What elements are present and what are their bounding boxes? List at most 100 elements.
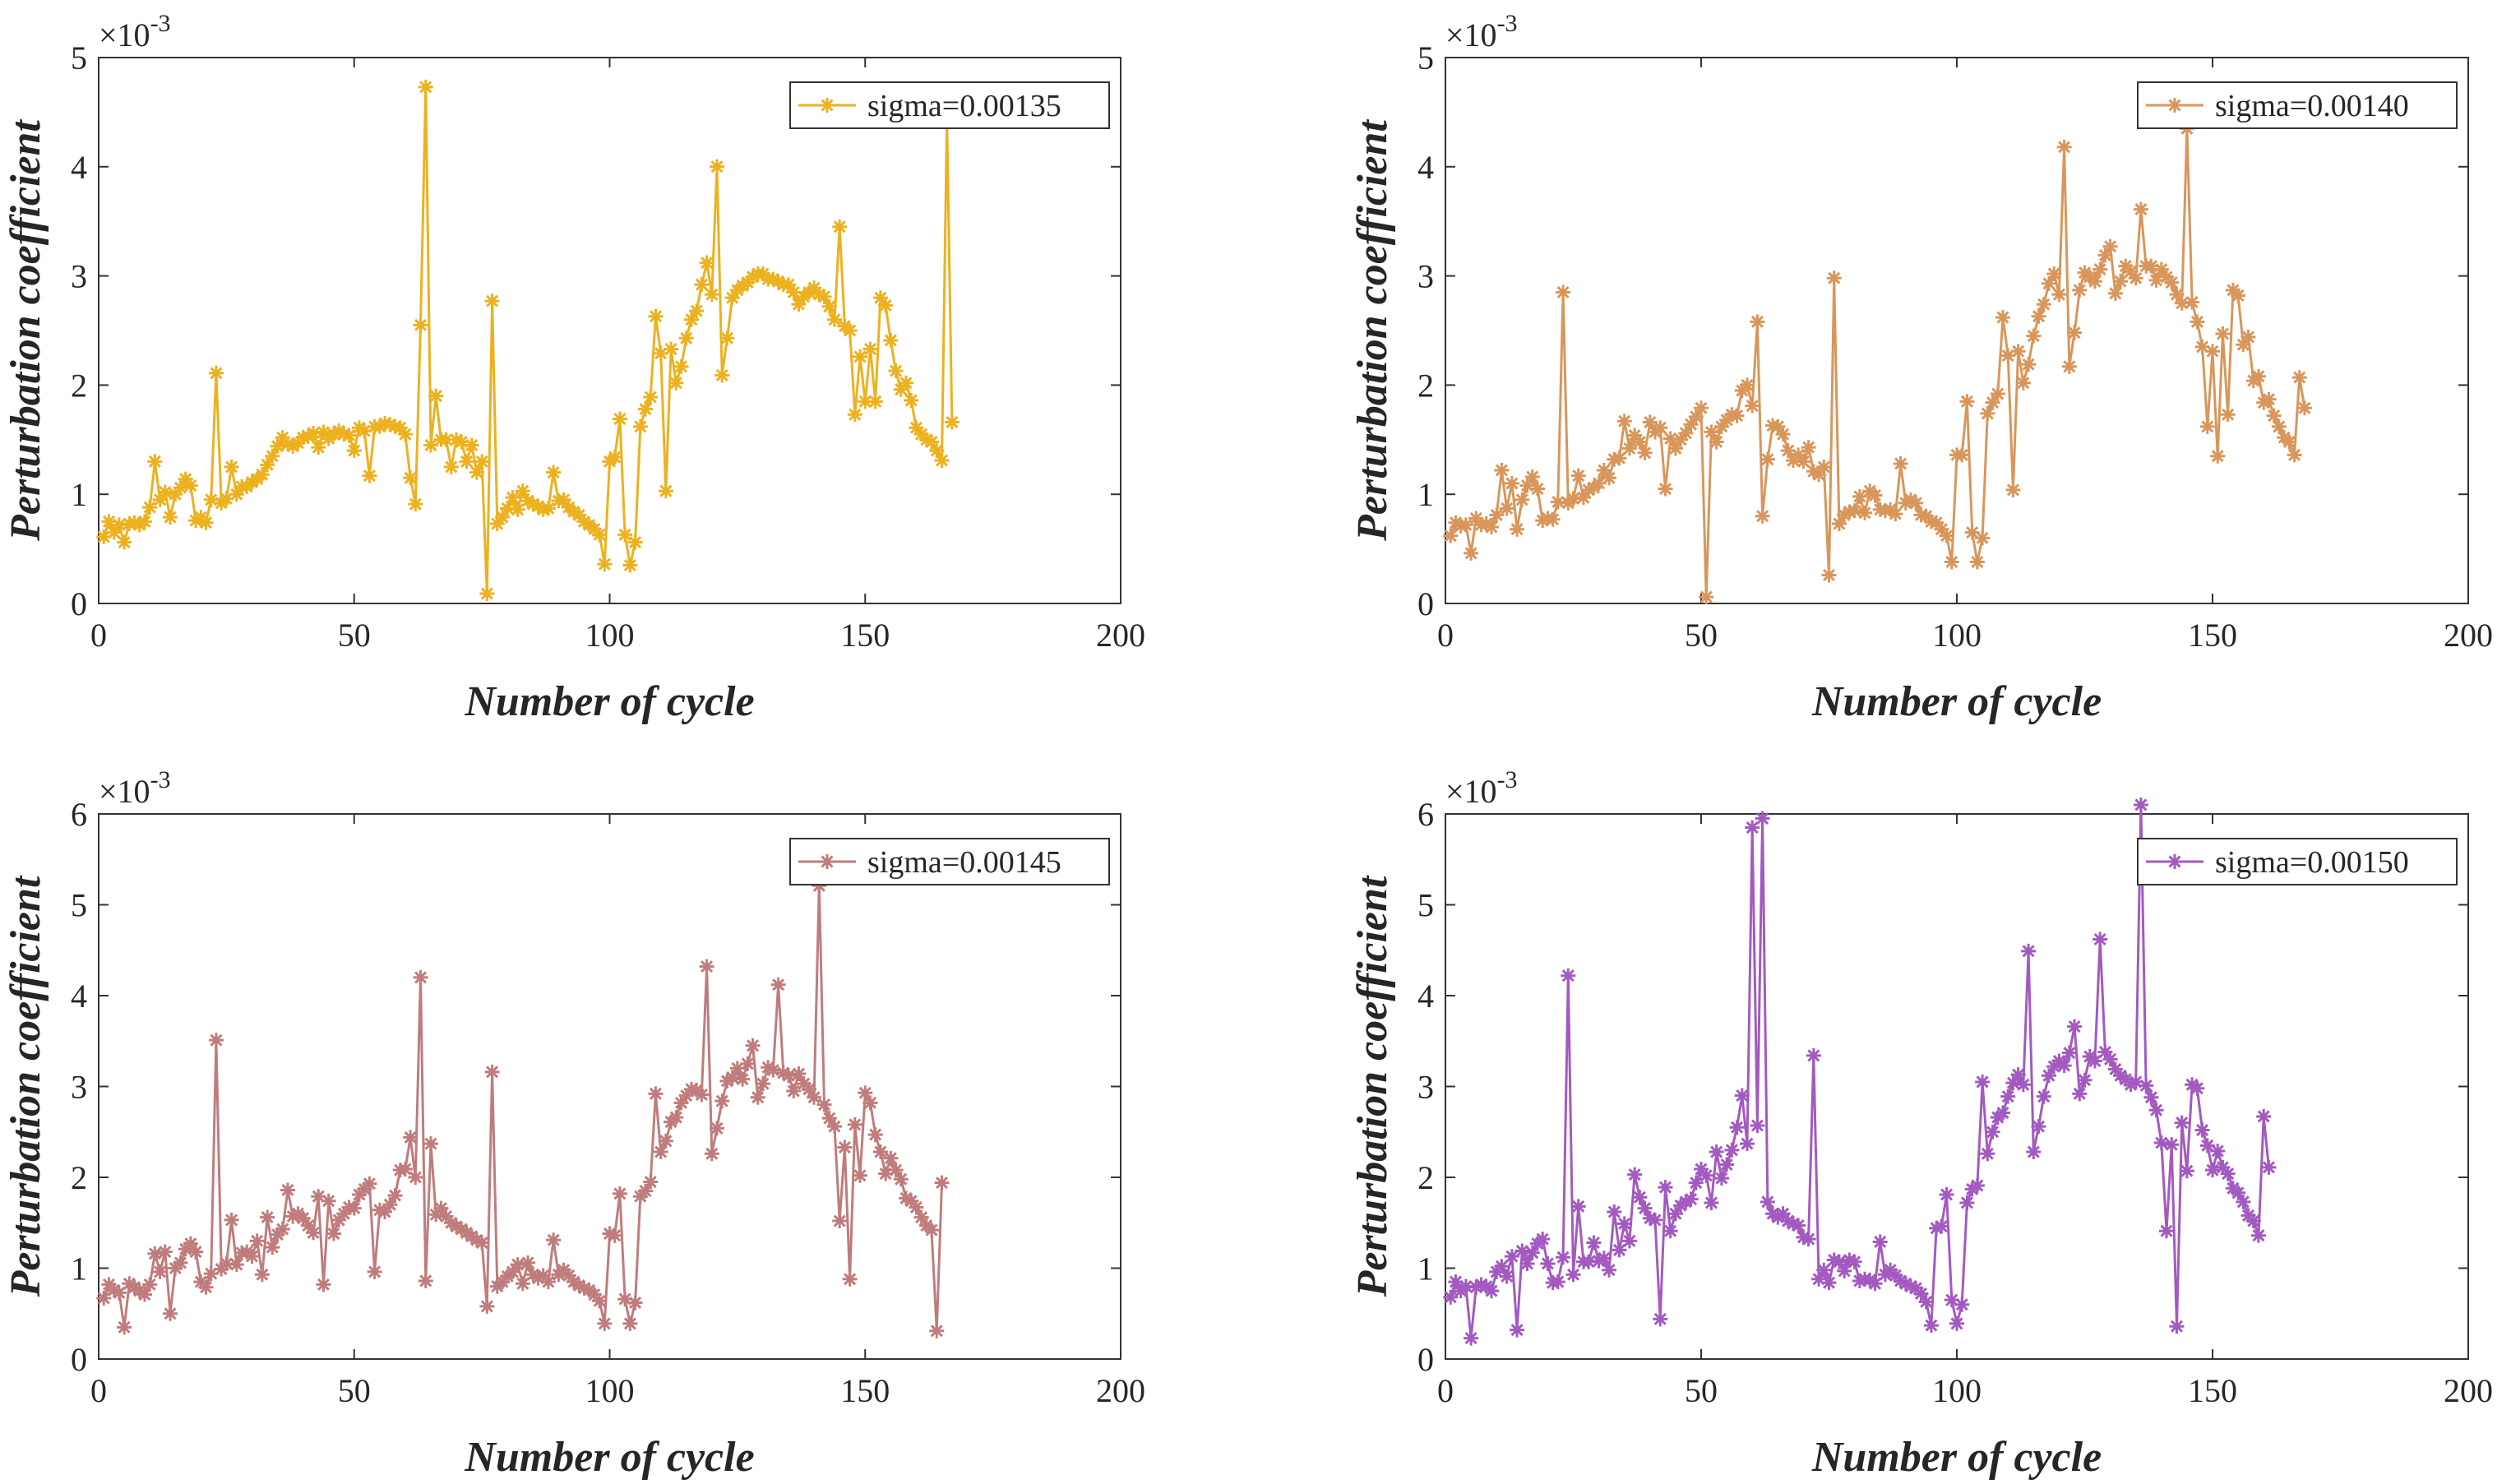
- data-point: [1975, 530, 1991, 546]
- data-point: [357, 423, 372, 439]
- data-point: [1780, 443, 1796, 459]
- data-point: [183, 1236, 198, 1251]
- data-point: [2261, 391, 2277, 407]
- data-point: [837, 1140, 853, 1155]
- data-point: [285, 1209, 301, 1224]
- data-point: [474, 1235, 490, 1251]
- data-point: [1872, 1234, 1888, 1250]
- data-point: [1591, 1253, 1607, 1269]
- data-point: [909, 1200, 924, 1215]
- data-point: [1519, 478, 1535, 493]
- data-point: [1596, 1251, 1612, 1266]
- data-point: [2143, 258, 2159, 274]
- data-point: [597, 557, 613, 572]
- data-point: [1760, 451, 1775, 467]
- data-point: [2153, 1135, 2169, 1151]
- x-tick-label: 0: [1437, 1372, 1454, 1409]
- data-point: [1831, 1254, 1847, 1269]
- data-point: [300, 428, 316, 444]
- data-point: [924, 1223, 940, 1238]
- data-point: [2021, 943, 2037, 959]
- data-point: [1612, 1242, 1627, 1258]
- data-point: [1785, 1216, 1801, 1232]
- data-point: [2036, 297, 2051, 312]
- data-point: [2169, 1319, 2185, 1334]
- data-point: [510, 502, 525, 517]
- data-point: [1801, 440, 1816, 455]
- legend-label: sigma=0.00150: [2215, 845, 2409, 880]
- data-point: [710, 159, 725, 174]
- y-tick-label: 1: [1417, 1251, 1434, 1288]
- data-point: [1570, 468, 1586, 483]
- data-point: [627, 1295, 643, 1311]
- data-point: [474, 454, 490, 469]
- y-axis-label: Perturbation coefficient: [2, 119, 49, 542]
- data-point: [1780, 1214, 1796, 1229]
- data-point: [132, 517, 147, 533]
- data-point: [2139, 1078, 2154, 1093]
- x-tick-label: 0: [90, 1372, 107, 1409]
- data-point: [1903, 492, 1919, 507]
- y-tick-label: 0: [71, 585, 87, 622]
- data-point: [489, 516, 505, 532]
- data-point: [597, 1315, 613, 1331]
- data-point: [208, 1033, 224, 1048]
- data-point: [745, 1038, 761, 1053]
- data-point: [336, 1206, 352, 1222]
- data-point: [403, 1130, 418, 1145]
- data-point: [1464, 1330, 1479, 1346]
- data-point: [556, 492, 571, 507]
- data-point: [668, 375, 684, 391]
- y-tick-label: 3: [1417, 1069, 1434, 1106]
- data-point: [152, 1264, 168, 1279]
- data-point: [602, 1226, 617, 1241]
- data-point: [2261, 1159, 2277, 1175]
- data-point: [428, 1207, 444, 1223]
- data-point: [1985, 395, 2000, 410]
- y-axis-label: Perturbation coefficient: [2, 875, 49, 1297]
- plot-area: [98, 57, 1121, 604]
- data-point: [1949, 1315, 1964, 1331]
- data-point: [2036, 1089, 2051, 1104]
- y-exponent-base: ×10: [99, 16, 150, 53]
- x-tick-label: 100: [1932, 1372, 1982, 1409]
- data-point: [321, 1193, 336, 1209]
- data-point: [311, 440, 326, 455]
- data-point: [229, 1257, 244, 1273]
- data-point: [842, 323, 858, 338]
- data-point: [761, 1060, 776, 1075]
- data-point: [2097, 247, 2113, 263]
- data-point: [111, 517, 127, 533]
- data-point: [136, 514, 152, 529]
- x-tick-label: 150: [840, 617, 890, 654]
- data-point: [2097, 1044, 2113, 1060]
- data-point: [229, 487, 244, 502]
- data-point: [346, 443, 362, 459]
- data-point: [913, 1209, 929, 1225]
- data-point: [612, 1186, 627, 1201]
- data-point: [1739, 1136, 1755, 1152]
- data-point: [1678, 425, 1694, 441]
- data-point: [2061, 358, 2077, 374]
- y-tick-label: 3: [71, 1069, 87, 1106]
- data-point: [530, 1270, 546, 1286]
- data-point: [807, 1089, 822, 1105]
- data-point: [1688, 409, 1704, 424]
- data-point: [847, 407, 862, 423]
- data-point: [664, 341, 679, 357]
- x-tick-label: 200: [1096, 1372, 1145, 1409]
- data-point: [2256, 1108, 2272, 1124]
- data-point: [801, 1081, 816, 1097]
- data-point: [1934, 1218, 1949, 1234]
- data-point: [934, 453, 950, 469]
- data-point: [2210, 1143, 2226, 1158]
- data-point: [1944, 1292, 1959, 1308]
- data-point: [1688, 1175, 1704, 1190]
- data-point: [929, 1323, 945, 1338]
- data-point: [2205, 1163, 2220, 1178]
- data-point: [898, 1190, 913, 1206]
- data-point: [1729, 408, 1745, 423]
- data-point: [1806, 464, 1821, 479]
